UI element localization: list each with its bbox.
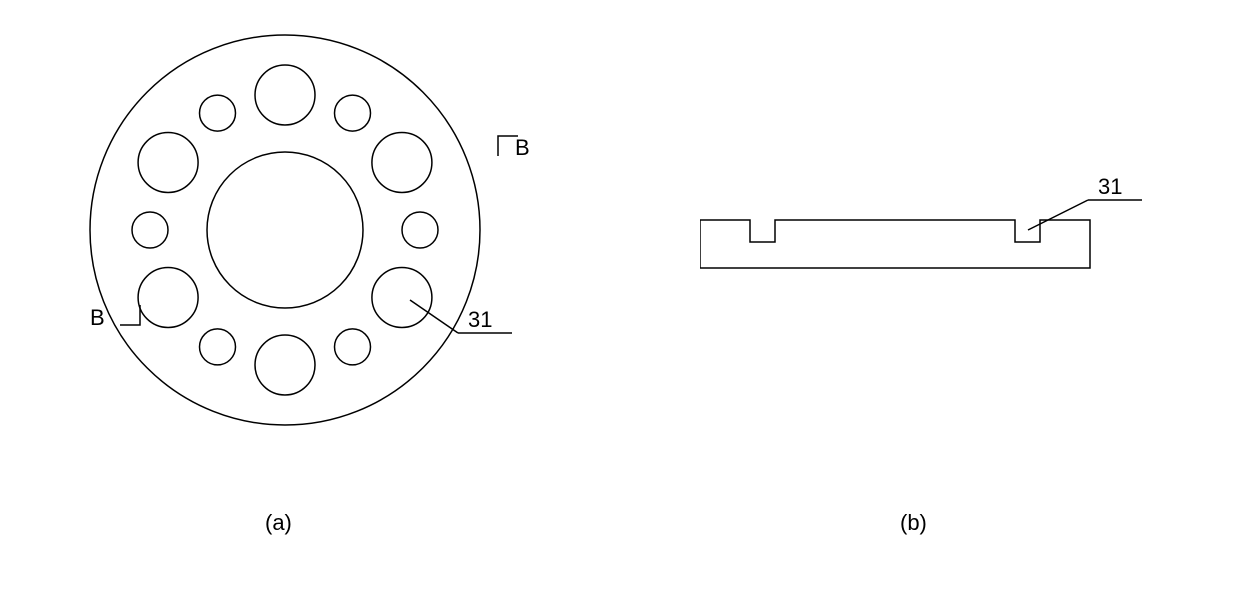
figure-b-svg: 31: [700, 160, 1170, 300]
diagram-container: B B 31 (a) 31 (b): [0, 0, 1240, 601]
svg-text:31: 31: [468, 307, 492, 332]
svg-text:B: B: [515, 135, 530, 160]
caption-a: (a): [265, 510, 292, 536]
caption-b: (b): [900, 510, 927, 536]
svg-text:31: 31: [1098, 174, 1122, 199]
figure-a: B B 31: [80, 20, 560, 455]
figure-a-svg: B B 31: [80, 20, 560, 450]
figure-b: 31: [700, 160, 1170, 305]
svg-text:B: B: [90, 305, 105, 330]
